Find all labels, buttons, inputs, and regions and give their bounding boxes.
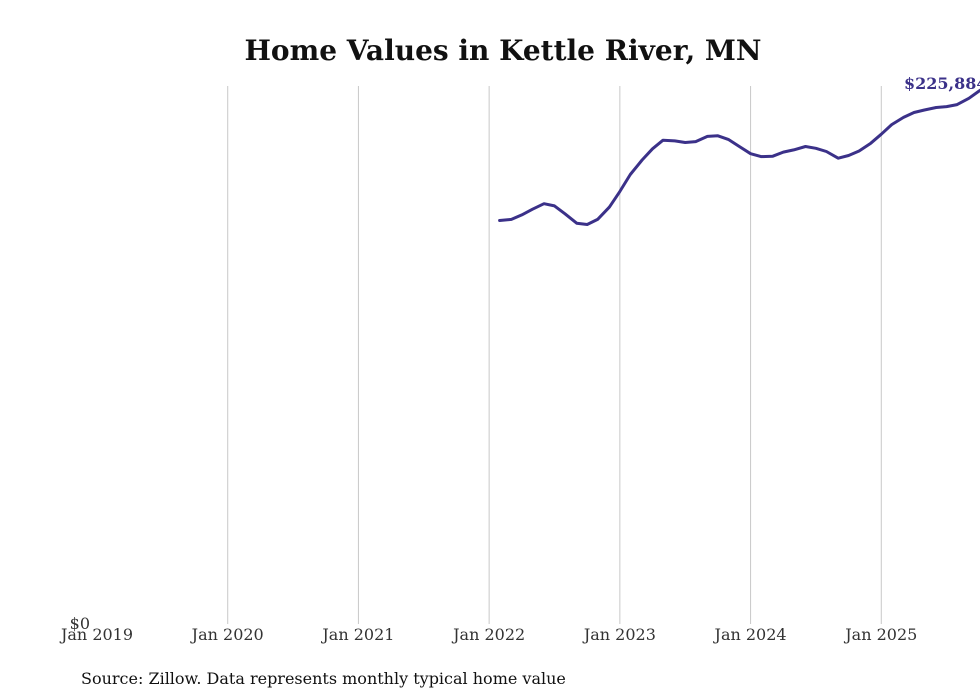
- x-axis-ticks: Jan 2019 Jan 2020 Jan 2021 Jan 2022 Jan 2023…: [59, 625, 917, 644]
- x-tick-label: Jan 2023: [582, 625, 656, 644]
- gridlines: [227, 86, 882, 624]
- series-line: [498, 88, 980, 226]
- x-tick-label: Jan 2020: [190, 625, 264, 644]
- series-layer: [498, 88, 980, 226]
- x-tick-label: Jan 2021: [320, 625, 394, 644]
- end-value-label: $225,884: [904, 74, 980, 93]
- x-tick-label: Jan 2025: [843, 625, 917, 644]
- x-tick-label: Jan 2019: [59, 625, 133, 644]
- x-tick-label: Jan 2022: [451, 625, 525, 644]
- y-axis-zero-label: $0: [70, 614, 90, 633]
- chart-title: Home Values in Kettle River, MN: [244, 34, 761, 67]
- source-note: Source: Zillow. Data represents monthly …: [81, 669, 566, 688]
- x-tick-label: Jan 2024: [713, 625, 787, 644]
